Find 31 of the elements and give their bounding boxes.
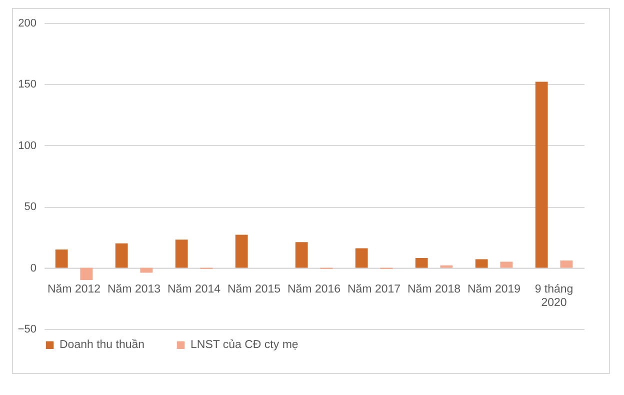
bar (440, 265, 453, 268)
bar (355, 248, 368, 268)
legend-label: Doanh thu thuần (60, 339, 145, 352)
y-tick-label: 100 (18, 140, 36, 152)
x-tick-label: Năm 2014 (167, 283, 222, 296)
bar (535, 82, 548, 268)
bar (55, 249, 68, 268)
bar (175, 240, 188, 268)
bar (115, 243, 128, 268)
bar (140, 268, 153, 273)
bar (500, 262, 513, 268)
x-tick-label: Năm 2016 (287, 283, 341, 296)
y-tick-label: 150 (18, 78, 36, 91)
x-tick-label: Năm 2017 (347, 283, 401, 296)
bar (560, 260, 573, 268)
legend-label: LNST của CĐ cty mẹ (190, 339, 298, 352)
bar (80, 268, 93, 280)
y-tick-label: 200 (18, 18, 36, 30)
bar (415, 258, 428, 268)
x-tick-label: Năm 2012 (47, 283, 101, 296)
bar (295, 242, 308, 268)
bar (475, 259, 488, 268)
y-tick-label: −50 (18, 324, 36, 336)
x-tick-label: Năm 2015 (227, 283, 281, 296)
y-tick-label: 0 (30, 262, 36, 274)
x-tick-label: Năm 2019 (467, 283, 521, 296)
bar (235, 234, 248, 268)
y-tick-label: 50 (24, 201, 36, 214)
x-tick-label: Năm 2018 (407, 283, 461, 296)
x-tick-label: Năm 2013 (107, 283, 161, 296)
x-tick-label: 9 tháng 2020 (534, 283, 574, 309)
